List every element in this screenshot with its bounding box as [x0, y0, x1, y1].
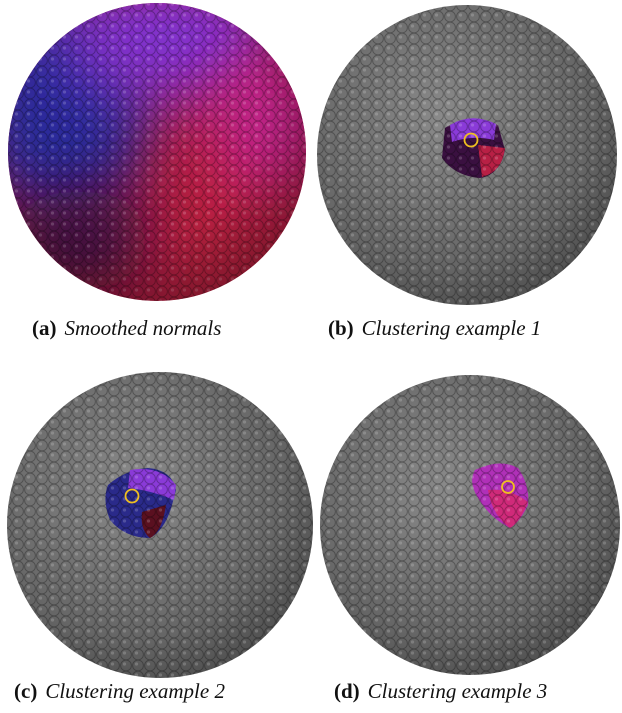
- caption-label: (c): [14, 679, 37, 703]
- figure-panels: [0, 0, 622, 713]
- sphere-b: [317, 5, 617, 305]
- caption-text: Clustering example 2: [45, 679, 225, 703]
- sphere-d: [320, 375, 620, 675]
- caption-text: Clustering example 1: [362, 316, 542, 340]
- caption-label: (d): [334, 679, 360, 703]
- page: (a) Smoothed normals (b) Clustering exampl…: [0, 0, 622, 713]
- caption: (b) Clustering example 1: [328, 316, 541, 341]
- caption: (a) Smoothed normals: [32, 316, 221, 341]
- caption-text: Smoothed normals: [65, 316, 222, 340]
- caption-label: (b): [328, 316, 354, 340]
- caption-label: (a): [32, 316, 57, 340]
- sphere-c: [7, 372, 313, 678]
- caption-text: Clustering example 3: [368, 679, 548, 703]
- sphere-a: [0, 0, 330, 310]
- caption: (d) Clustering example 3: [334, 679, 547, 704]
- caption: (c) Clustering example 2: [14, 679, 225, 704]
